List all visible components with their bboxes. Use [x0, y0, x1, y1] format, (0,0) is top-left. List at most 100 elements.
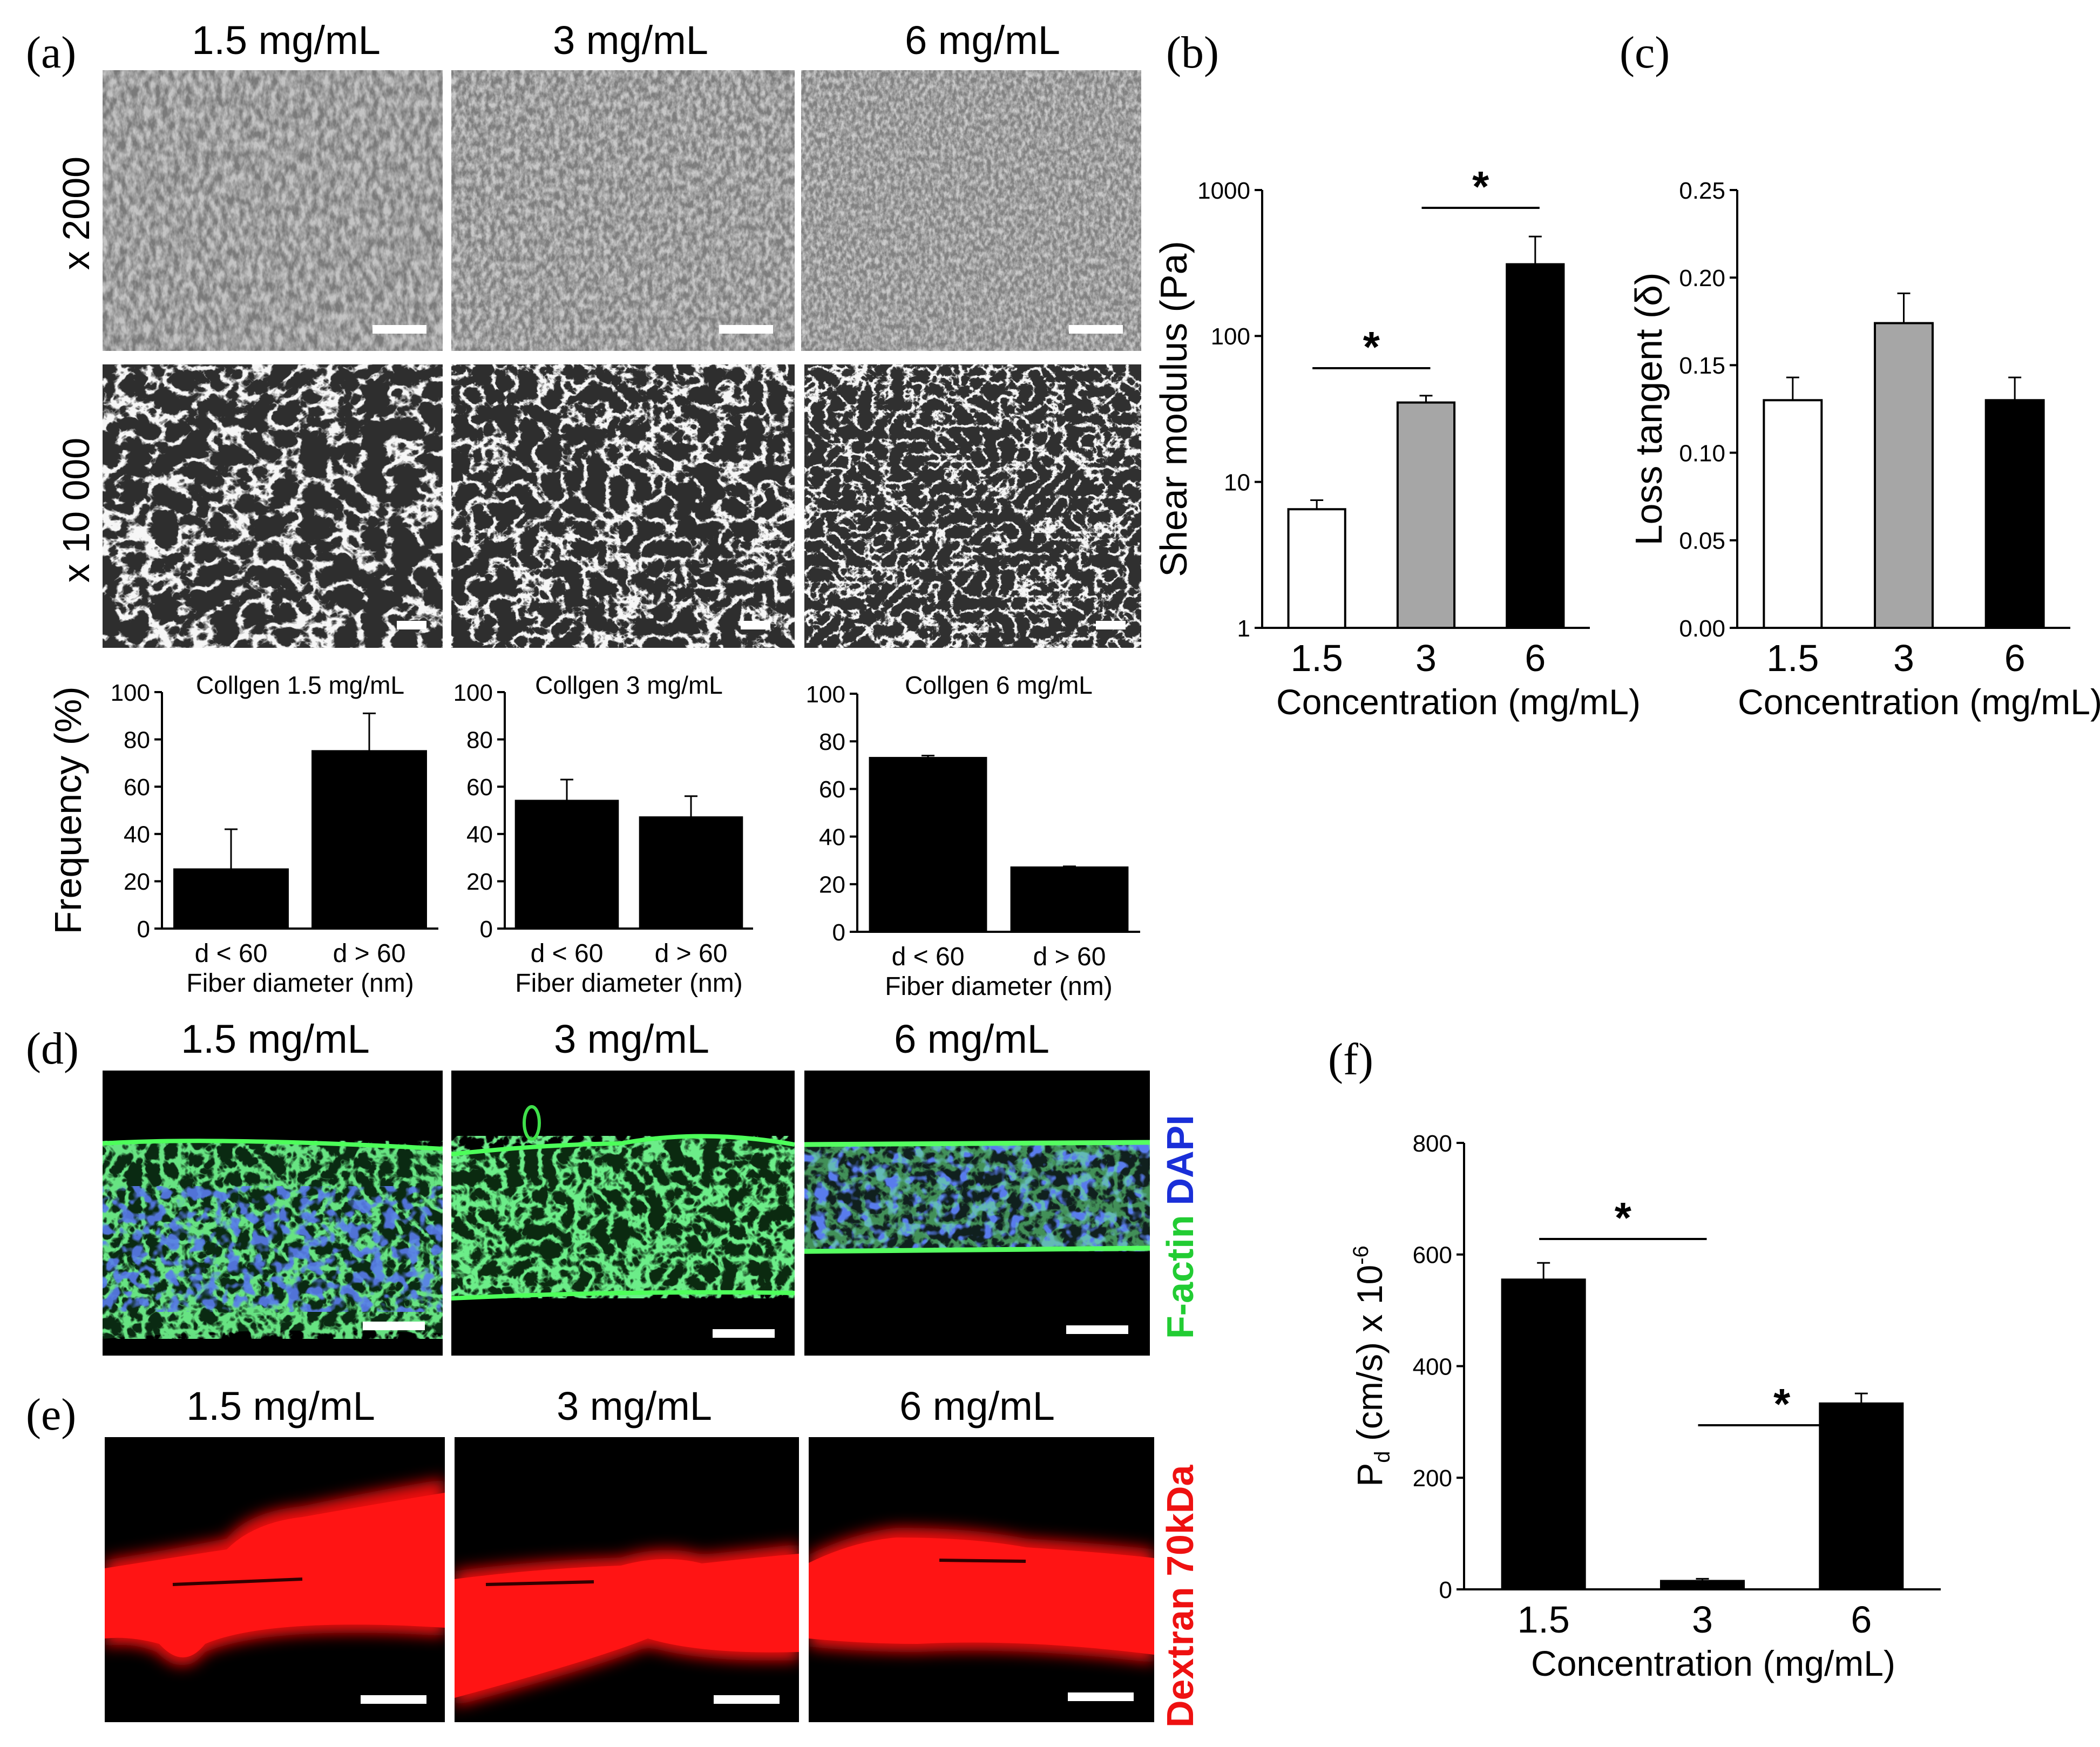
bar	[173, 868, 289, 930]
frequency-chart-3: 0 20 40 60 80 100 d < 60 d > 60 Collgen 3 mg/mL F…	[453, 671, 753, 998]
y-tick-label: 60	[819, 776, 845, 803]
x-axis-label: Concentration (mg/mL)	[1276, 682, 1641, 722]
scale-bar	[1096, 621, 1126, 629]
x-tick-label: d > 60	[655, 939, 728, 968]
x-tick-label: 1.5	[1291, 637, 1343, 679]
dextran-label: Dextran 70kDa	[1159, 1465, 1201, 1728]
y-tick-label: 0	[137, 916, 150, 943]
dapi-text: DAPI	[1159, 1115, 1201, 1205]
x-tick-label: 3	[1415, 637, 1437, 679]
x-tick-label: 3	[1893, 637, 1914, 679]
y-tick-label: 0.20	[1679, 265, 1725, 292]
x-tick-label: d > 60	[333, 939, 406, 968]
chart-title: Collgen 6 mg/mL	[905, 671, 1093, 699]
x-tick-label: 6	[1851, 1599, 1872, 1641]
frequency-chart-1-5: 0 20 40 60 80 100 d < 60 d > 60 Collgen 1.5 mg/m…	[47, 671, 438, 998]
y-tick-label: 40	[124, 822, 150, 848]
sem-image-3-x2000	[451, 70, 795, 351]
sem-image-6-x2000	[801, 70, 1141, 351]
bar	[1819, 1402, 1904, 1590]
y-tick-label: 0.25	[1679, 178, 1725, 204]
x-axis-label: Fiber diameter (nm)	[186, 969, 414, 998]
bar	[1874, 322, 1934, 629]
y-tick-label: 100	[806, 681, 845, 708]
y-axis-label: Loss tangent (δ)	[1628, 273, 1670, 546]
y-tick-label: 1	[1237, 615, 1250, 642]
scale-bar	[361, 1695, 426, 1704]
significance-star: *	[1472, 162, 1489, 211]
bar	[1287, 508, 1346, 629]
panel-c-letter: (c)	[1620, 28, 1670, 78]
y-axis-label: Pd (cm/s) x 10-6	[1349, 1245, 1394, 1487]
x-axis-label: Fiber diameter (nm)	[885, 972, 1112, 1001]
scale-bar	[741, 621, 770, 629]
scale-bar	[719, 325, 773, 334]
y-tick-label: 100	[453, 680, 493, 706]
panel-d-letter: (d)	[26, 1024, 79, 1074]
panel-a-row-2-label: x 10 000	[55, 438, 97, 583]
panel-b-letter: (b)	[1166, 28, 1219, 78]
y-tick-label: 80	[466, 727, 493, 753]
bar	[1501, 1278, 1586, 1591]
panel-a-col-1-label: 1.5 mg/mL	[192, 18, 381, 63]
x-tick-label: d < 60	[531, 939, 604, 968]
panel-e-letter: (e)	[26, 1390, 76, 1440]
x-axis-label: Concentration (mg/mL)	[1738, 682, 2100, 722]
scale-bar	[714, 1695, 780, 1704]
dextran-image-6	[809, 1437, 1154, 1722]
y-tick-label: 0.00	[1679, 615, 1725, 642]
y-tick-label: 200	[1413, 1465, 1452, 1492]
y-tick-label: 10	[1224, 470, 1250, 496]
panel-e-col-3-label: 6 mg/mL	[899, 1384, 1055, 1428]
panel-d-col-3-label: 6 mg/mL	[894, 1017, 1049, 1061]
panel-d-col-2-label: 3 mg/mL	[554, 1017, 709, 1061]
bar	[869, 757, 987, 933]
panel-e-col-1-label: 1.5 mg/mL	[186, 1384, 375, 1428]
y-tick-label: 40	[466, 822, 493, 848]
panel-a-letter: (a)	[26, 28, 76, 78]
y-tick-label: 40	[819, 824, 845, 850]
panel-a-col-2-label: 3 mg/mL	[553, 18, 708, 63]
dextran-image-3	[455, 1437, 799, 1722]
significance-star: *	[1363, 323, 1380, 371]
y-tick-label: 0	[832, 919, 845, 946]
y-tick-label: 600	[1413, 1242, 1452, 1269]
y-tick-label: 100	[111, 680, 150, 706]
x-tick-label: 6	[1525, 637, 1546, 679]
bar	[1763, 399, 1823, 629]
scale-bar	[1068, 1692, 1134, 1701]
panel-a-row-1-label: x 2000	[55, 157, 97, 270]
bar	[1984, 399, 2045, 629]
x-tick-label: d < 60	[892, 943, 965, 971]
fluorescence-image-1-5	[103, 1071, 443, 1356]
bar	[1506, 263, 1565, 629]
panel-e-col-2-label: 3 mg/mL	[557, 1384, 712, 1428]
x-axis-label: Concentration (mg/mL)	[1531, 1643, 1895, 1683]
panel-d-col-1-label: 1.5 mg/mL	[181, 1017, 370, 1061]
x-axis-label: Fiber diameter (nm)	[515, 969, 742, 998]
y-tick-label: 800	[1413, 1130, 1452, 1157]
significance-star: *	[1615, 1194, 1632, 1242]
y-tick-label: 0	[480, 916, 493, 943]
y-tick-label: 0.10	[1679, 440, 1725, 466]
panel-a-col-3-label: 6 mg/mL	[905, 18, 1060, 63]
scale-bar	[397, 621, 426, 629]
y-label-main: P	[1350, 1463, 1390, 1487]
loss-tangent-chart: 0.00 0.05 0.10 0.15 0.20 0.25 1.5 3 6Concentrati…	[1628, 178, 2100, 722]
y-tick-label: 0.05	[1679, 528, 1725, 554]
x-tick-label: d > 60	[1033, 943, 1106, 971]
y-tick-label: 80	[819, 729, 845, 755]
y-tick-label: 20	[819, 872, 845, 898]
y-label-sup: -6	[1349, 1245, 1373, 1265]
chart-title: Collgen 1.5 mg/mL	[196, 671, 404, 699]
significance-star: *	[1773, 1380, 1791, 1428]
y-label-rest: (cm/s) x 10	[1350, 1265, 1390, 1451]
y-tick-label: 20	[466, 869, 493, 895]
bar	[639, 816, 743, 930]
sem-image-6-x10000	[804, 364, 1141, 648]
x-tick-label: 6	[2004, 637, 2026, 679]
y-axis-label: Shear modulus (Pa)	[1153, 241, 1195, 577]
frequency-chart-6: 0 20 40 60 80 100 d < 60 d > 60 Collgen 6 mg/mL F…	[806, 671, 1140, 1001]
